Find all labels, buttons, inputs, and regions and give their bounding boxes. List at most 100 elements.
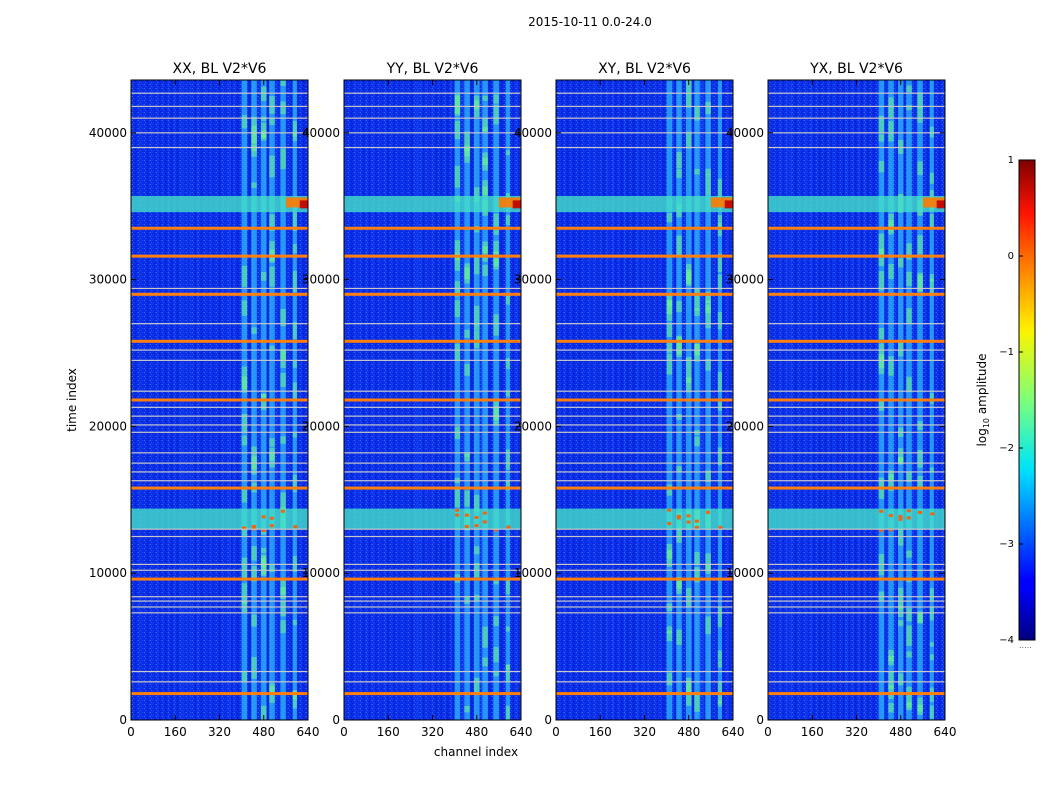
rfi-channel-patch — [464, 363, 470, 376]
flagged-row — [344, 563, 521, 566]
rfi-channel-patch — [705, 168, 711, 175]
rfi-channel-patch — [694, 343, 700, 362]
x-tick-label: 480 — [677, 725, 700, 739]
rfi-channel-patch — [888, 356, 894, 376]
flagged-row-bright — [556, 398, 733, 402]
rfi-channel-patch — [260, 547, 267, 554]
flagged-row-bright — [768, 339, 945, 343]
rfi-channel-patch — [717, 274, 722, 290]
flare-core — [512, 200, 521, 209]
panels-group: XX, BL V2*V6 0 160 320 480 640 0 10000 20000 3000… — [89, 61, 957, 739]
rfi-channel-patch — [666, 212, 673, 223]
x-axis-label: channel index — [434, 745, 518, 759]
flagged-row — [131, 462, 308, 464]
hot-spot — [482, 520, 487, 524]
rfi-channel-patch — [473, 95, 480, 110]
rfi-channel-patch — [251, 125, 257, 144]
y-tick-label: 40000 — [726, 126, 764, 140]
rfi-channel-patch — [717, 178, 722, 200]
rfi-channel-patch — [482, 657, 488, 667]
rfi-channel-patch — [473, 330, 480, 349]
rfi-channel-patch — [878, 398, 885, 411]
y-tick-label: 40000 — [89, 126, 127, 140]
hot-spot — [694, 525, 699, 529]
flagged-row — [344, 535, 521, 538]
rfi-channel-patch — [906, 608, 912, 622]
rfi-channel-patch — [685, 131, 692, 149]
flagged-row — [768, 359, 945, 361]
flagged-row — [344, 606, 521, 608]
x-tick-label: 640 — [510, 725, 533, 739]
x-tick-label: 320 — [208, 725, 231, 739]
flagged-row — [556, 480, 733, 482]
flagged-row — [344, 117, 521, 119]
flagged-row-bright — [131, 398, 308, 402]
flagged-row-bright — [556, 254, 733, 258]
rfi-channel-patch — [473, 594, 480, 601]
flagged-row — [344, 323, 521, 325]
rfi-channel-patch — [917, 611, 923, 623]
flagged-row — [131, 146, 308, 149]
flare-band — [922, 197, 945, 208]
flagged-row — [131, 117, 308, 119]
hot-spot — [455, 513, 460, 517]
rfi-channel-patch — [241, 525, 248, 536]
colorbar-tick-label: −1 — [999, 347, 1014, 358]
y-tick-label: 20000 — [726, 419, 764, 433]
flare-band — [498, 197, 521, 208]
hot-spot — [482, 511, 487, 515]
flagged-row-bright — [768, 486, 945, 490]
rfi-channel-patch — [280, 620, 286, 634]
panel-yx: YX, BL V2*V6 0 160 320 480 640 0 10000 20000 3000… — [726, 61, 957, 739]
rfi-channel-patch — [269, 345, 275, 351]
rfi-channel-patch — [269, 438, 275, 447]
rfi-channel-patch — [260, 556, 267, 568]
flagged-row — [344, 105, 521, 108]
rfi-channel-patch — [473, 187, 480, 202]
rfi-channel-patch — [685, 98, 692, 108]
rfi-channel-patch — [505, 480, 510, 491]
rfi-channel-patch — [717, 215, 722, 237]
flagged-row-bright — [344, 692, 521, 696]
flagged-row — [768, 92, 945, 94]
rfi-channel-patch — [888, 470, 894, 480]
flagged-row — [556, 146, 733, 149]
rfi-channel-patch — [473, 324, 480, 331]
flagged-row — [556, 462, 733, 464]
flagged-row — [131, 406, 308, 408]
heatmap-image — [556, 80, 733, 720]
rfi-channel-patch — [666, 543, 673, 559]
rfi-channel-patch — [685, 356, 692, 366]
rfi-channel-patch — [676, 413, 682, 420]
rfi-channel-patch — [929, 705, 934, 719]
rfi-channel-patch — [917, 161, 923, 176]
flagged-row — [768, 535, 945, 538]
rfi-channel-patch — [929, 213, 934, 229]
flagged-row — [768, 390, 945, 392]
colorbar-footer: ..... — [1019, 641, 1032, 650]
heatmap-image — [344, 80, 521, 720]
flagged-row-bright — [131, 254, 308, 258]
flagged-row — [556, 528, 733, 530]
y-tick-label: 40000 — [514, 126, 552, 140]
flagged-row-bright — [131, 692, 308, 696]
rfi-channel-patch — [906, 651, 912, 658]
colorbar: −4 −3 −2 −1 0 1 log10 amplitude ..... — [975, 155, 1036, 650]
rfi-channel-patch — [888, 120, 894, 142]
rfi-channel-patch — [464, 329, 470, 338]
rfi-channel-patch — [929, 274, 934, 282]
flagged-row — [768, 415, 945, 417]
rfi-channel-patch — [473, 494, 480, 512]
rfi-channel-patch — [464, 596, 470, 604]
rfi-channel-patch — [906, 550, 912, 558]
y-tick-label: 10000 — [726, 566, 764, 580]
rfi-channel-patch — [280, 492, 286, 510]
flagged-row — [131, 415, 308, 417]
rfi-channel-patch — [717, 447, 722, 466]
hot-spot — [269, 516, 274, 520]
hot-spot — [493, 528, 498, 532]
rfi-channel-patch — [454, 253, 461, 271]
flagged-row-bright — [556, 577, 733, 581]
colorbar-tick-label: 0 — [1008, 251, 1014, 262]
rfi-channel-patch — [685, 377, 692, 393]
